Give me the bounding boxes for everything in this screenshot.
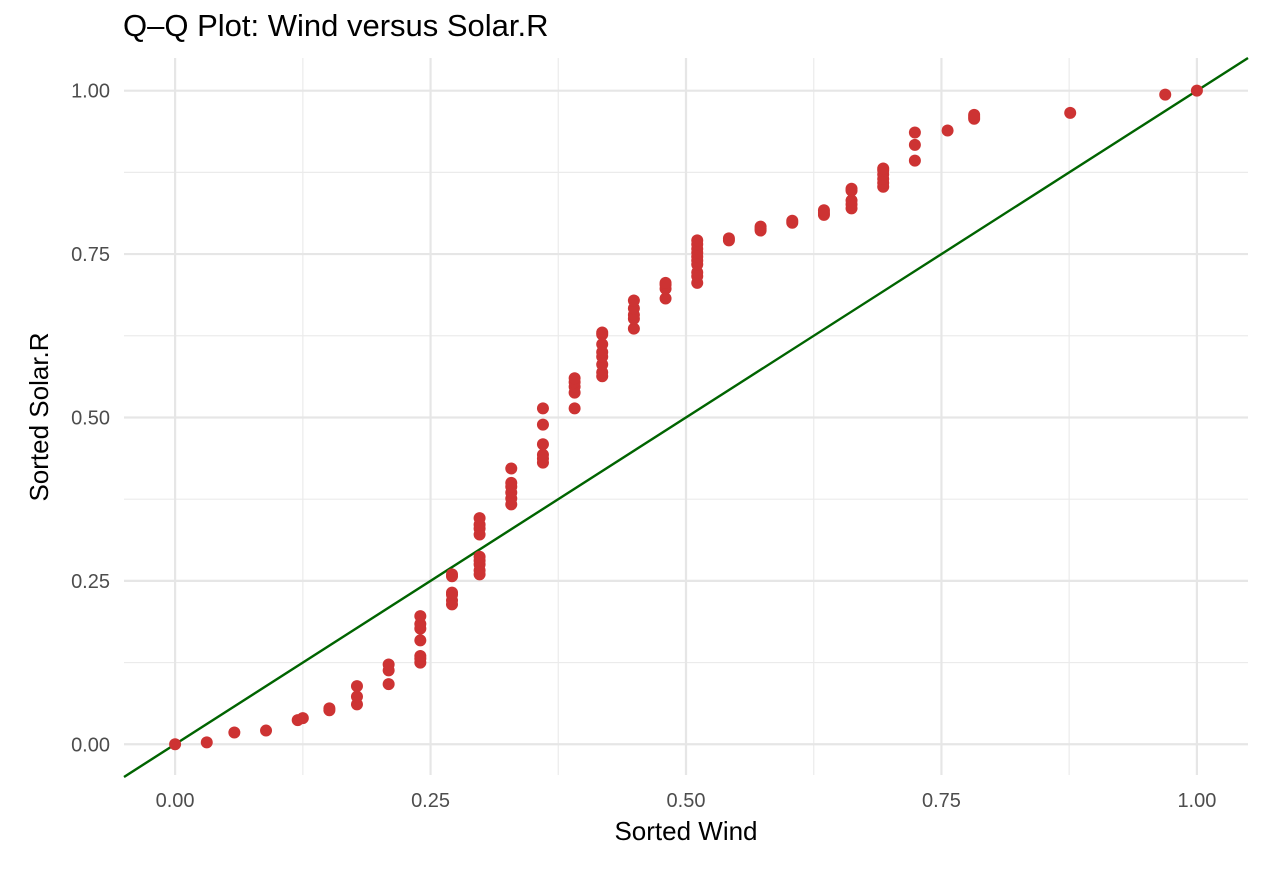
data-point: [536, 438, 549, 451]
x-tick-label: 0.00: [156, 790, 195, 812]
x-axis-ticks: 0.00 0.25 0.50 0.75 1.00: [156, 790, 1217, 812]
data-point: [228, 726, 241, 739]
data-point: [908, 138, 921, 151]
data-point: [845, 182, 858, 195]
major-gridlines: [124, 58, 1248, 775]
data-point: [691, 234, 704, 247]
x-tick-label: 0.75: [922, 790, 961, 812]
data-point: [200, 736, 213, 749]
data-point: [754, 220, 767, 233]
y-tick-label: 0.00: [71, 734, 110, 756]
data-point: [414, 634, 427, 647]
data-point: [536, 448, 549, 461]
data-point: [414, 650, 427, 663]
data-point: [350, 680, 363, 693]
data-point: [536, 402, 549, 415]
data-point: [382, 658, 395, 671]
data-point: [323, 702, 336, 715]
data-point: [505, 462, 518, 475]
data-point: [1064, 106, 1077, 119]
data-point: [382, 678, 395, 691]
x-tick-label: 1.00: [1177, 790, 1216, 812]
data-point: [659, 292, 672, 305]
data-point: [296, 712, 309, 725]
data-point: [817, 204, 830, 217]
y-axis-ticks: 0.00 0.25 0.50 0.75 1.00: [71, 81, 110, 757]
data-point: [786, 214, 799, 227]
data-point: [968, 108, 981, 121]
data-point: [1190, 84, 1203, 97]
reference-line: [123, 56, 1249, 778]
data-point: [414, 610, 427, 623]
y-tick-label: 0.25: [71, 571, 110, 593]
data-point: [473, 550, 486, 563]
data-point: [908, 154, 921, 167]
y-tick-label: 0.50: [71, 407, 110, 429]
data-point: [877, 162, 890, 175]
data-point: [659, 276, 672, 289]
data-point: [446, 586, 459, 599]
data-point: [446, 568, 459, 581]
x-tick-label: 0.50: [667, 790, 706, 812]
y-axis-title: Sorted Solar.R: [24, 332, 54, 501]
x-tick-label: 0.25: [411, 790, 450, 812]
data-point: [908, 126, 921, 139]
data-point: [568, 372, 581, 385]
chart-title: Q–Q Plot: Wind versus Solar.R: [123, 8, 549, 43]
reference-line-layer: [123, 56, 1249, 778]
y-tick-label: 1.00: [71, 81, 110, 103]
data-point: [350, 690, 363, 703]
data-point: [169, 738, 182, 751]
data-point: [627, 322, 640, 335]
data-point: [260, 724, 273, 737]
data-point: [941, 124, 954, 137]
data-point: [627, 294, 640, 307]
y-tick-label: 0.75: [71, 244, 110, 266]
data-point: [536, 418, 549, 431]
data-point: [505, 476, 518, 489]
data-point: [596, 338, 609, 351]
data-point: [473, 512, 486, 525]
data-point: [596, 326, 609, 339]
x-axis-title: Sorted Wind: [614, 816, 757, 846]
data-point: [722, 232, 735, 245]
data-point: [1159, 88, 1172, 101]
data-point: [568, 402, 581, 415]
points-layer: [169, 84, 1203, 751]
data-point: [845, 194, 858, 207]
